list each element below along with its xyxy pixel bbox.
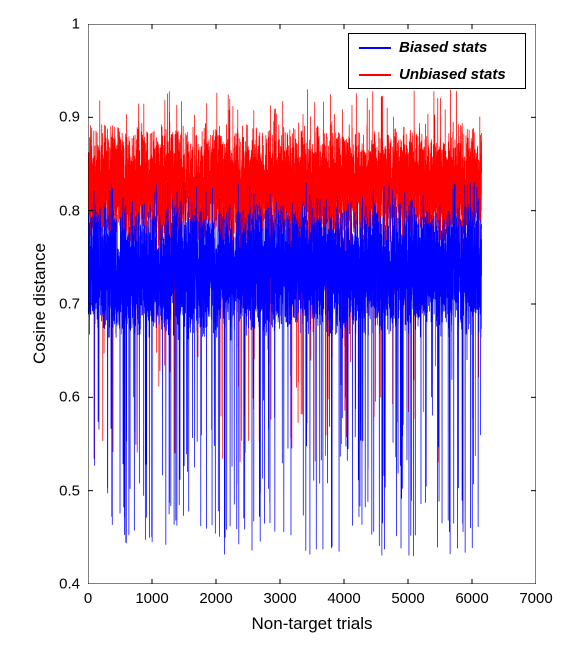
legend-label: Biased stats bbox=[399, 39, 487, 56]
legend-swatch bbox=[359, 74, 391, 76]
y-tick-label: 0.9 bbox=[59, 109, 80, 126]
legend-label: Unbiased stats bbox=[399, 66, 506, 83]
legend: Biased stats Unbiased stats bbox=[348, 33, 526, 89]
x-tick-label: 3000 bbox=[263, 590, 296, 607]
x-tick-label: 0 bbox=[84, 590, 92, 607]
x-axis-label: Non-target trials bbox=[252, 614, 373, 634]
y-tick-label: 1 bbox=[72, 16, 80, 33]
plot-area bbox=[88, 24, 536, 584]
x-tick-label: 7000 bbox=[519, 590, 552, 607]
y-tick-label: 0.7 bbox=[59, 296, 80, 313]
line-plot-svg bbox=[88, 24, 536, 584]
x-tick-label: 2000 bbox=[199, 590, 232, 607]
y-tick-label: 0.6 bbox=[59, 389, 80, 406]
x-tick-label: 1000 bbox=[135, 590, 168, 607]
y-axis-label: Cosine distance bbox=[30, 243, 50, 364]
x-tick-label: 6000 bbox=[455, 590, 488, 607]
y-tick-label: 0.4 bbox=[59, 576, 80, 593]
x-tick-label: 4000 bbox=[327, 590, 360, 607]
x-tick-label: 5000 bbox=[391, 590, 424, 607]
y-tick-label: 0.8 bbox=[59, 202, 80, 219]
figure: Cosine distance Non-target trials 0 1000 2… bbox=[0, 0, 568, 660]
legend-item: Biased stats bbox=[349, 34, 525, 61]
legend-swatch bbox=[359, 47, 391, 49]
y-tick-label: 0.5 bbox=[59, 482, 80, 499]
legend-item: Unbiased stats bbox=[349, 61, 525, 88]
